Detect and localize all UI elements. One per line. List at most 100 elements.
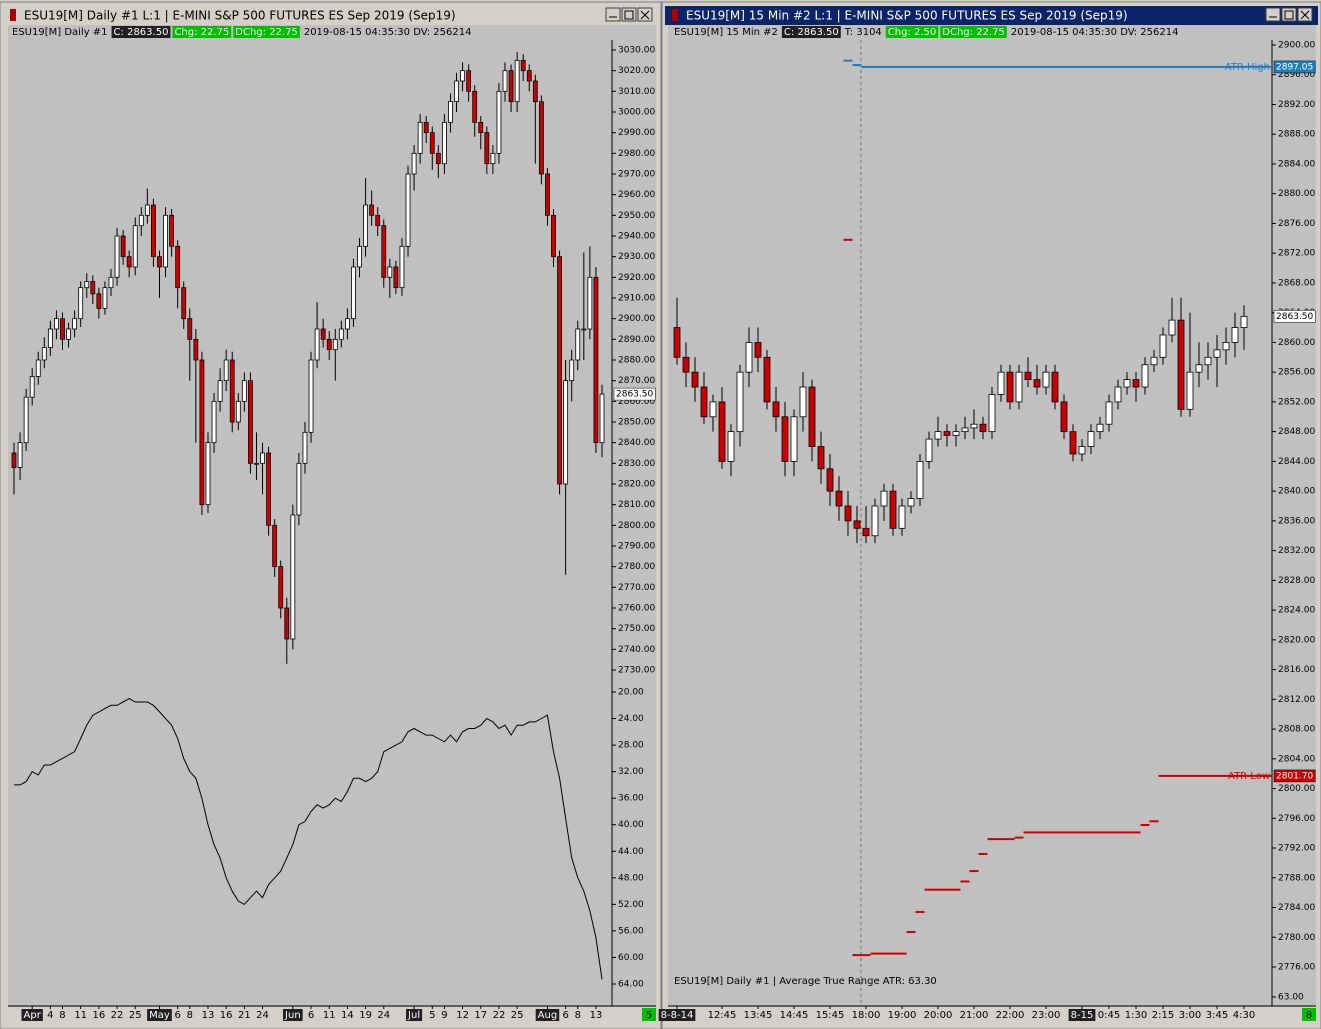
candle-up [1240, 315, 1248, 328]
candle-down [229, 359, 235, 423]
candle-down [326, 338, 332, 351]
candle-up [108, 276, 114, 289]
candle-down [1033, 379, 1041, 388]
candle-up [332, 338, 338, 351]
candle-down [90, 281, 96, 295]
candle-up [399, 245, 405, 289]
candle-down [1060, 401, 1068, 433]
price-marker: 2801.70 [1276, 771, 1313, 781]
y-tick-label: 2910.00 [618, 294, 655, 304]
candle-down [169, 214, 175, 247]
candle-up [223, 359, 229, 382]
candle-up [934, 431, 942, 440]
y-tick-label: 2844.00 [1278, 457, 1315, 467]
x-tick-label: 8 [187, 1010, 193, 1021]
header-dchg-bg [940, 26, 1007, 38]
y-tick-label: 2876.00 [1278, 219, 1315, 229]
x-tick-label: 8 [59, 1010, 65, 1021]
atr-band-label: ATR Low [1228, 771, 1270, 782]
x-tick-label: 3:45 [1206, 1010, 1228, 1021]
x-tick-label: 23:00 [1032, 1010, 1061, 1021]
y-tick-label: 2824.00 [1278, 606, 1315, 616]
candle-up [575, 328, 581, 361]
candle-down [484, 132, 490, 165]
candle-down [943, 431, 951, 436]
candle-down [1024, 371, 1032, 380]
candle-up [1213, 349, 1221, 358]
candle-down [682, 356, 690, 373]
candle-up [84, 281, 90, 289]
y-tick-label: 2820.00 [1278, 635, 1315, 645]
candle-down [835, 490, 843, 507]
x-tick-label: May [149, 1010, 170, 1021]
y-tick-label: 2856.00 [1278, 368, 1315, 378]
window-buttons[interactable] [1265, 7, 1313, 22]
y-tick-label: 2880.00 [1278, 189, 1315, 199]
y-tick-label: 52.00 [618, 900, 644, 910]
candle-up [709, 401, 717, 418]
candle-down [826, 468, 834, 492]
y-tick-label: 32.00 [618, 767, 644, 777]
price-marker-bg [1273, 769, 1316, 783]
x-tick-label: 16 [92, 1010, 105, 1021]
header-chg: Chg: 2.50 [888, 27, 936, 38]
x-tick-label: 11 [323, 1010, 336, 1021]
y-tick-label: 2770.00 [618, 583, 655, 593]
y-tick-label: 2730.00 [618, 666, 655, 676]
candle-up [254, 462, 259, 465]
candle-down [844, 505, 852, 522]
candle-down [151, 204, 156, 258]
candle-down [700, 386, 708, 418]
candle-down [248, 380, 253, 464]
candle-down [1069, 431, 1077, 455]
candle-down [1006, 371, 1014, 403]
x-tick-label: 18:00 [852, 1010, 881, 1021]
candle-up [1222, 342, 1230, 351]
y-tick-label: 48.00 [618, 873, 644, 883]
candle-down [429, 132, 435, 154]
candle-down [979, 423, 987, 433]
candle-down [120, 235, 126, 258]
minimize-button[interactable] [1265, 7, 1281, 22]
y-tick-label: 44.00 [618, 847, 644, 857]
candle-up [23, 396, 29, 444]
candle-up [1042, 371, 1050, 388]
candle-down [96, 293, 102, 309]
candle-down [157, 256, 162, 268]
y-tick-label: 2828.00 [1278, 576, 1315, 586]
candle-up [961, 427, 969, 433]
candle-up [296, 462, 302, 516]
x-tick-label: 24 [256, 1010, 269, 1021]
candle-up [799, 386, 807, 418]
candle-down [538, 101, 544, 175]
candle-down [320, 328, 326, 340]
x-tick-label: 17 [474, 1010, 487, 1021]
y-tick-label: 2870.00 [618, 376, 655, 386]
corner-indicator-bg [642, 1008, 656, 1021]
chart-area [668, 25, 1316, 1007]
candle-down [1177, 319, 1185, 410]
x-tick-label: 2:15 [1152, 1010, 1174, 1021]
y-tick-label: 2900.00 [1278, 41, 1315, 51]
minimize-button[interactable] [605, 7, 621, 22]
candle-up [260, 452, 265, 464]
title-bar-active [665, 6, 1318, 25]
y-tick-label: 2970.00 [618, 170, 655, 180]
candle-up [502, 70, 508, 92]
candle-down [772, 401, 780, 418]
x-tick-label: Aug [538, 1010, 558, 1021]
y-tick-label: 2816.00 [1278, 665, 1315, 675]
candle-up [490, 152, 496, 165]
header-info: 2019-08-15 04:35:30 DV: 256214 [1011, 27, 1179, 38]
candle-down [199, 359, 205, 506]
y-tick-label: 2812.00 [1278, 695, 1315, 705]
candle-down [11, 452, 17, 468]
x-tick-label: 22 [493, 1010, 506, 1021]
indicator-label: ESU19[M] Daily #1 | Average True Range A… [674, 976, 937, 987]
x-tick-label-bg [21, 1009, 43, 1021]
y-tick-label: 2780.00 [1278, 933, 1315, 943]
candle-up [205, 442, 211, 506]
window-buttons[interactable] [605, 7, 653, 22]
header-chg: Chg: 22.75 [174, 27, 229, 38]
